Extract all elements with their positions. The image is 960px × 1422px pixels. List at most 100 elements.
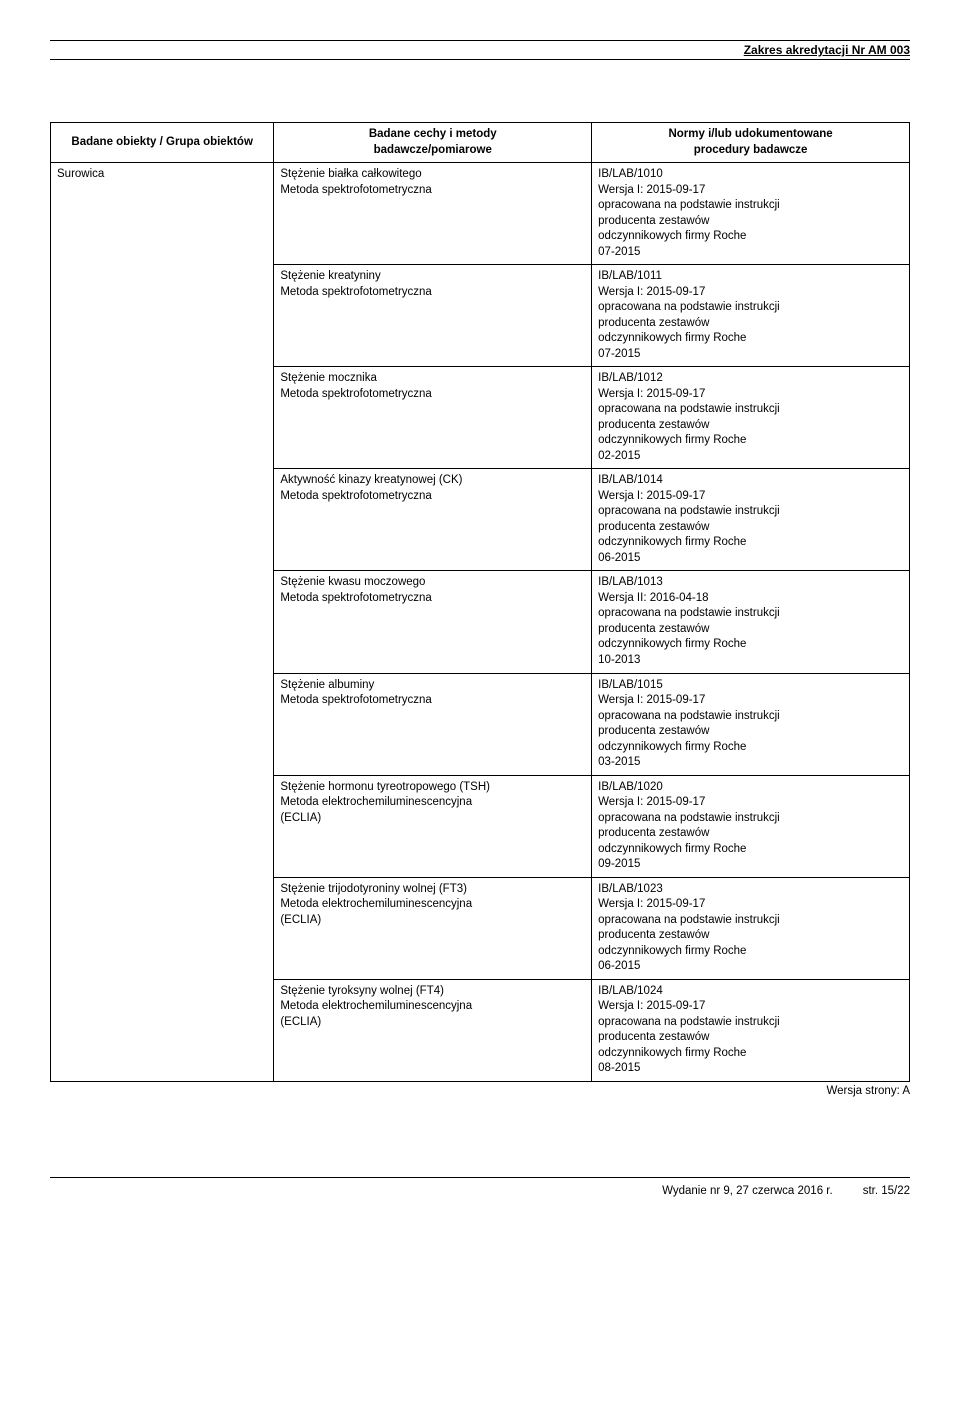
norm-l5: odczynnikowych firmy Roche bbox=[598, 1047, 746, 1059]
table-row: Surowica Stężenie białka całkowitego Met… bbox=[51, 163, 910, 265]
method-cell: Stężenie tyroksyny wolnej (FT4) Metoda e… bbox=[274, 979, 592, 1081]
norm-l6: 08-2015 bbox=[598, 1062, 640, 1074]
norm-cell: IB/LAB/1024 Wersja I: 2015-09-17 opracow… bbox=[592, 979, 910, 1081]
col-header-objects: Badane obiekty / Grupa obiektów bbox=[51, 123, 274, 163]
method-l2: Metoda spektrofotometryczna bbox=[280, 286, 432, 298]
norm-l3: opracowana na podstawie instrukcji bbox=[598, 607, 780, 619]
method-l1: Aktywność kinazy kreatynowej (CK) bbox=[280, 474, 462, 486]
method-cell: Stężenie kreatyniny Metoda spektrofotome… bbox=[274, 265, 592, 367]
norm-l4: producenta zestawów bbox=[598, 215, 709, 227]
method-cell: Stężenie hormonu tyreotropowego (TSH) Me… bbox=[274, 775, 592, 877]
norm-l2: Wersja I: 2015-09-17 bbox=[598, 796, 705, 808]
method-l1: Stężenie trijodotyroniny wolnej (FT3) bbox=[280, 883, 467, 895]
norm-l6: 07-2015 bbox=[598, 246, 640, 258]
norm-l4: producenta zestawów bbox=[598, 725, 709, 737]
page-footer: Wydanie nr 9, 27 czerwca 2016 r. str. 15… bbox=[50, 1185, 910, 1197]
norm-l3: opracowana na podstawie instrukcji bbox=[598, 1016, 780, 1028]
col-header-norms-l1: Normy i/lub udokumentowane bbox=[668, 128, 832, 140]
norm-l4: producenta zestawów bbox=[598, 623, 709, 635]
norm-l3: opracowana na podstawie instrukcji bbox=[598, 301, 780, 313]
method-l1: Stężenie albuminy bbox=[280, 679, 374, 691]
table-body: Surowica Stężenie białka całkowitego Met… bbox=[51, 163, 910, 1082]
norm-l2: Wersja I: 2015-09-17 bbox=[598, 184, 705, 196]
norm-l4: producenta zestawów bbox=[598, 929, 709, 941]
method-l3: (ECLIA) bbox=[280, 1016, 321, 1028]
norm-l5: odczynnikowych firmy Roche bbox=[598, 638, 746, 650]
norm-l2: Wersja I: 2015-09-17 bbox=[598, 388, 705, 400]
method-cell: Aktywność kinazy kreatynowej (CK) Metoda… bbox=[274, 469, 592, 571]
norm-l4: producenta zestawów bbox=[598, 521, 709, 533]
norm-l1: IB/LAB/1014 bbox=[598, 474, 663, 486]
norm-l2: Wersja I: 2015-09-17 bbox=[598, 898, 705, 910]
subject-cell: Surowica bbox=[51, 163, 274, 1082]
col-header-methods-l2: badawcze/pomiarowe bbox=[374, 144, 492, 156]
norm-cell: IB/LAB/1015 Wersja I: 2015-09-17 opracow… bbox=[592, 673, 910, 775]
norm-cell: IB/LAB/1014 Wersja I: 2015-09-17 opracow… bbox=[592, 469, 910, 571]
table-header-row: Badane obiekty / Grupa obiektów Badane c… bbox=[51, 123, 910, 163]
norm-l1: IB/LAB/1011 bbox=[598, 270, 662, 282]
norm-l2: Wersja I: 2015-09-17 bbox=[598, 1000, 705, 1012]
norm-cell: IB/LAB/1020 Wersja I: 2015-09-17 opracow… bbox=[592, 775, 910, 877]
norm-l3: opracowana na podstawie instrukcji bbox=[598, 812, 780, 824]
norm-cell: IB/LAB/1011 Wersja I: 2015-09-17 opracow… bbox=[592, 265, 910, 367]
col-header-methods: Badane cechy i metody badawcze/pomiarowe bbox=[274, 123, 592, 163]
norm-l5: odczynnikowych firmy Roche bbox=[598, 332, 746, 344]
method-cell: Stężenie mocznika Metoda spektrofotometr… bbox=[274, 367, 592, 469]
method-l1: Stężenie białka całkowitego bbox=[280, 168, 421, 180]
header-rule-bottom bbox=[50, 59, 910, 60]
method-l1: Stężenie tyroksyny wolnej (FT4) bbox=[280, 985, 444, 997]
norm-l6: 02-2015 bbox=[598, 450, 640, 462]
footer-page: str. 15/22 bbox=[863, 1185, 910, 1197]
norm-cell: IB/LAB/1010 Wersja I: 2015-09-17 opracow… bbox=[592, 163, 910, 265]
method-cell: Stężenie trijodotyroniny wolnej (FT3) Me… bbox=[274, 877, 592, 979]
method-l2: Metoda spektrofotometryczna bbox=[280, 388, 432, 400]
norm-l3: opracowana na podstawie instrukcji bbox=[598, 505, 780, 517]
norm-cell: IB/LAB/1023 Wersja I: 2015-09-17 opracow… bbox=[592, 877, 910, 979]
norm-l2: Wersja I: 2015-09-17 bbox=[598, 490, 705, 502]
method-l1: Stężenie kreatyniny bbox=[280, 270, 380, 282]
norm-l2: Wersja I: 2015-09-17 bbox=[598, 286, 705, 298]
header-title: Zakres akredytacji Nr AM 003 bbox=[50, 43, 910, 57]
method-l2: Metoda spektrofotometryczna bbox=[280, 592, 432, 604]
col-header-norms: Normy i/lub udokumentowane procedury bad… bbox=[592, 123, 910, 163]
top-spacer bbox=[50, 62, 910, 122]
norm-l4: producenta zestawów bbox=[598, 1031, 709, 1043]
norm-l1: IB/LAB/1024 bbox=[598, 985, 663, 997]
norm-l1: IB/LAB/1020 bbox=[598, 781, 663, 793]
norm-l6: 06-2015 bbox=[598, 552, 640, 564]
method-cell: Stężenie kwasu moczowego Metoda spektrof… bbox=[274, 571, 592, 673]
header-rule-top bbox=[50, 40, 910, 41]
norm-l5: odczynnikowych firmy Roche bbox=[598, 741, 746, 753]
method-l3: (ECLIA) bbox=[280, 914, 321, 926]
norm-l2: Wersja I: 2015-09-17 bbox=[598, 694, 705, 706]
method-cell: Stężenie albuminy Metoda spektrofotometr… bbox=[274, 673, 592, 775]
norm-l1: IB/LAB/1012 bbox=[598, 372, 663, 384]
norm-l3: opracowana na podstawie instrukcji bbox=[598, 403, 780, 415]
norm-l6: 07-2015 bbox=[598, 348, 640, 360]
footer-rule bbox=[50, 1177, 910, 1179]
norm-l3: opracowana na podstawie instrukcji bbox=[598, 199, 780, 211]
norm-l6: 10-2013 bbox=[598, 654, 640, 666]
method-l1: Stężenie hormonu tyreotropowego (TSH) bbox=[280, 781, 490, 793]
method-l2: Metoda spektrofotometryczna bbox=[280, 694, 432, 706]
col-header-norms-l2: procedury badawcze bbox=[694, 144, 808, 156]
norm-l3: opracowana na podstawie instrukcji bbox=[598, 710, 780, 722]
norm-l4: producenta zestawów bbox=[598, 827, 709, 839]
norm-l2: Wersja II: 2016-04-18 bbox=[598, 592, 708, 604]
method-l1: Stężenie mocznika bbox=[280, 372, 377, 384]
norm-l6: 06-2015 bbox=[598, 960, 640, 972]
norm-l4: producenta zestawów bbox=[598, 317, 709, 329]
method-l3: (ECLIA) bbox=[280, 812, 321, 824]
footer-issue: Wydanie nr 9, 27 czerwca 2016 r. bbox=[662, 1185, 833, 1197]
norm-l1: IB/LAB/1023 bbox=[598, 883, 663, 895]
method-l2: Metoda elektrochemiluminescencyjna bbox=[280, 1000, 472, 1012]
version-note: Wersja strony: A bbox=[50, 1085, 910, 1097]
method-l2: Metoda elektrochemiluminescencyjna bbox=[280, 898, 472, 910]
norm-l6: 09-2015 bbox=[598, 858, 640, 870]
norm-l1: IB/LAB/1013 bbox=[598, 576, 663, 588]
norm-l5: odczynnikowych firmy Roche bbox=[598, 536, 746, 548]
norm-l1: IB/LAB/1015 bbox=[598, 679, 663, 691]
norm-l5: odczynnikowych firmy Roche bbox=[598, 434, 746, 446]
col-header-methods-l1: Badane cechy i metody bbox=[369, 128, 497, 140]
method-l2: Metoda spektrofotometryczna bbox=[280, 490, 432, 502]
